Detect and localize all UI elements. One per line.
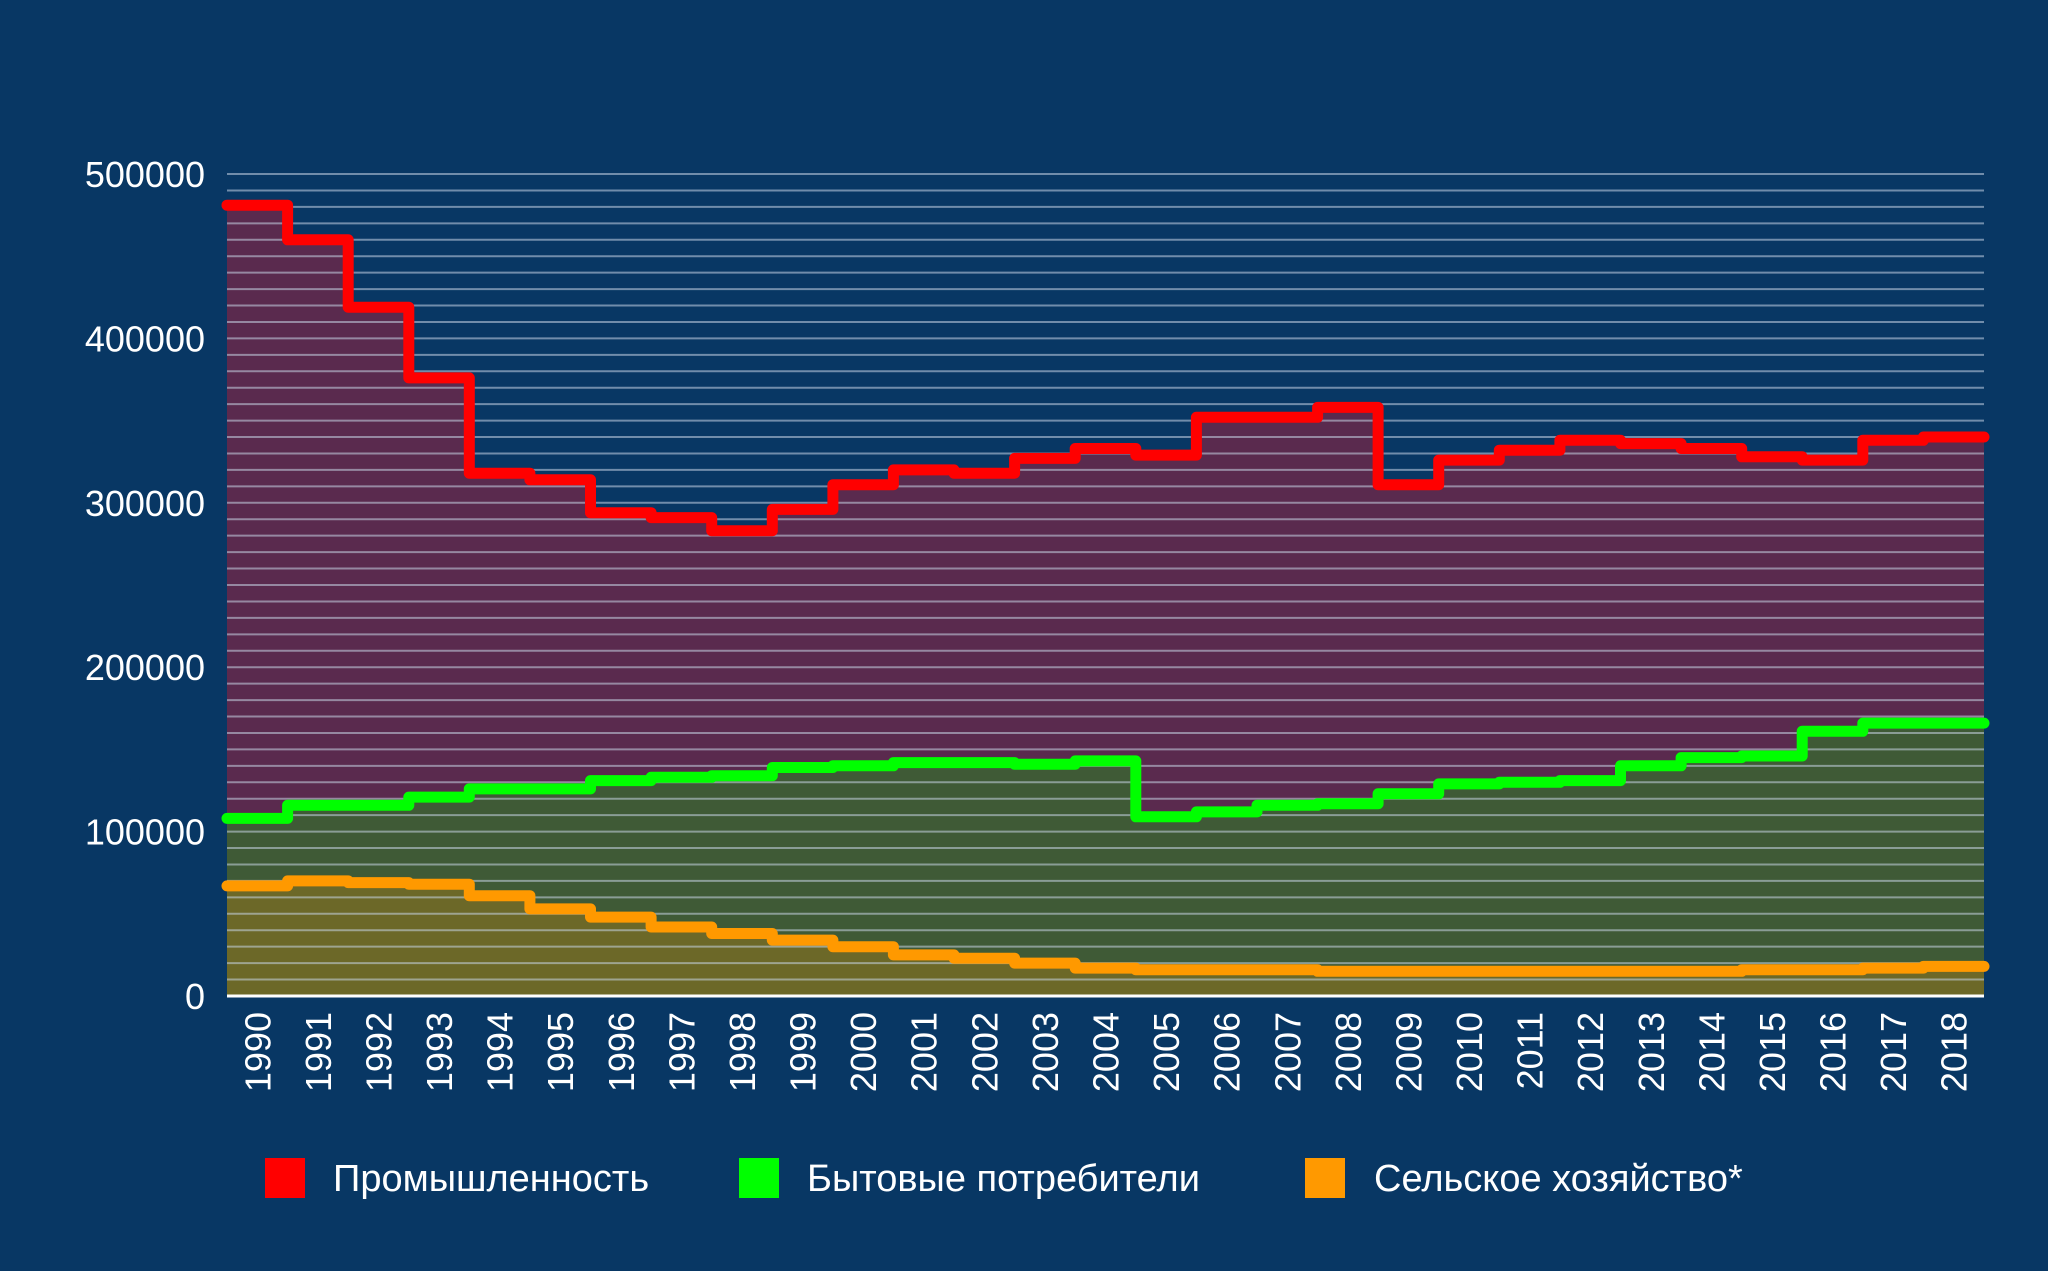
legend-label-agriculture: Сельское хозяйство* xyxy=(1374,1158,1743,1200)
x-tick-label: 2010 xyxy=(1449,1012,1490,1092)
x-tick-label: 1998 xyxy=(722,1012,763,1092)
x-tick-label: 1992 xyxy=(358,1012,399,1092)
x-tick-label: 2008 xyxy=(1328,1012,1369,1092)
x-tick-label: 2009 xyxy=(1388,1012,1429,1092)
x-tick-label: 2007 xyxy=(1267,1012,1308,1092)
x-tick-label: 2013 xyxy=(1631,1012,1672,1092)
x-tick-label: 2003 xyxy=(1025,1012,1066,1092)
legend-item-household: Бытовые потребители xyxy=(739,1158,1200,1200)
chart-series-lines xyxy=(221,199,1990,977)
x-tick-label: 1991 xyxy=(298,1012,339,1092)
x-tick-label: 2016 xyxy=(1813,1012,1854,1092)
x-tick-label: 1995 xyxy=(540,1012,581,1092)
x-tick-label: 1990 xyxy=(237,1012,278,1092)
x-tick-label: 1999 xyxy=(783,1012,824,1092)
x-tick-label: 1993 xyxy=(419,1012,460,1092)
x-tick-label: 1997 xyxy=(661,1012,702,1092)
series-line-industry xyxy=(221,199,1990,537)
x-tick-label: 2000 xyxy=(843,1012,884,1092)
legend-swatch-industry xyxy=(265,1158,305,1198)
x-tick-label: 2015 xyxy=(1752,1012,1793,1092)
y-tick-label: 200000 xyxy=(85,647,205,688)
legend-swatch-agriculture xyxy=(1305,1158,1345,1198)
x-tick-label: 1996 xyxy=(601,1012,642,1092)
y-tick-label: 100000 xyxy=(85,812,205,853)
x-tick-label: 2004 xyxy=(1086,1012,1127,1092)
x-tick-label: 2002 xyxy=(964,1012,1005,1092)
legend-item-industry: Промышленность xyxy=(265,1158,649,1200)
y-tick-label: 500000 xyxy=(85,154,205,195)
x-tick-label: 1994 xyxy=(480,1012,521,1092)
x-tick-label: 2011 xyxy=(1510,1012,1551,1089)
series-line-agriculture xyxy=(221,875,1990,977)
chart-legend: Промышленность Бытовые потребители Сельско… xyxy=(265,1158,1743,1200)
legend-swatch-household xyxy=(739,1158,779,1198)
area-industry xyxy=(227,205,1984,819)
y-tick-label: 0 xyxy=(185,976,205,1017)
chart-axes: 0 100000 200000 300000 400000 500000 1990 1991 1… xyxy=(85,154,1984,1092)
area-agriculture xyxy=(227,880,1984,996)
x-tick-label: 2006 xyxy=(1207,1012,1248,1092)
chart-gridlines xyxy=(227,173,1984,981)
y-tick-label: 300000 xyxy=(85,483,205,524)
legend-item-agriculture: Сельское хозяйство* xyxy=(1305,1158,1743,1200)
series-line-household xyxy=(221,717,1990,824)
x-tick-label: 2012 xyxy=(1570,1012,1611,1092)
x-tick-label: 2014 xyxy=(1691,1012,1732,1092)
x-tick-label: 2001 xyxy=(904,1012,945,1092)
x-tick-label: 2005 xyxy=(1146,1012,1187,1092)
legend-label-household: Бытовые потребители xyxy=(807,1158,1200,1200)
x-tick-label: 2018 xyxy=(1934,1012,1975,1092)
y-tick-label: 400000 xyxy=(85,318,205,359)
legend-label-industry: Промышленность xyxy=(333,1158,649,1200)
x-tick-label: 2017 xyxy=(1873,1012,1914,1092)
